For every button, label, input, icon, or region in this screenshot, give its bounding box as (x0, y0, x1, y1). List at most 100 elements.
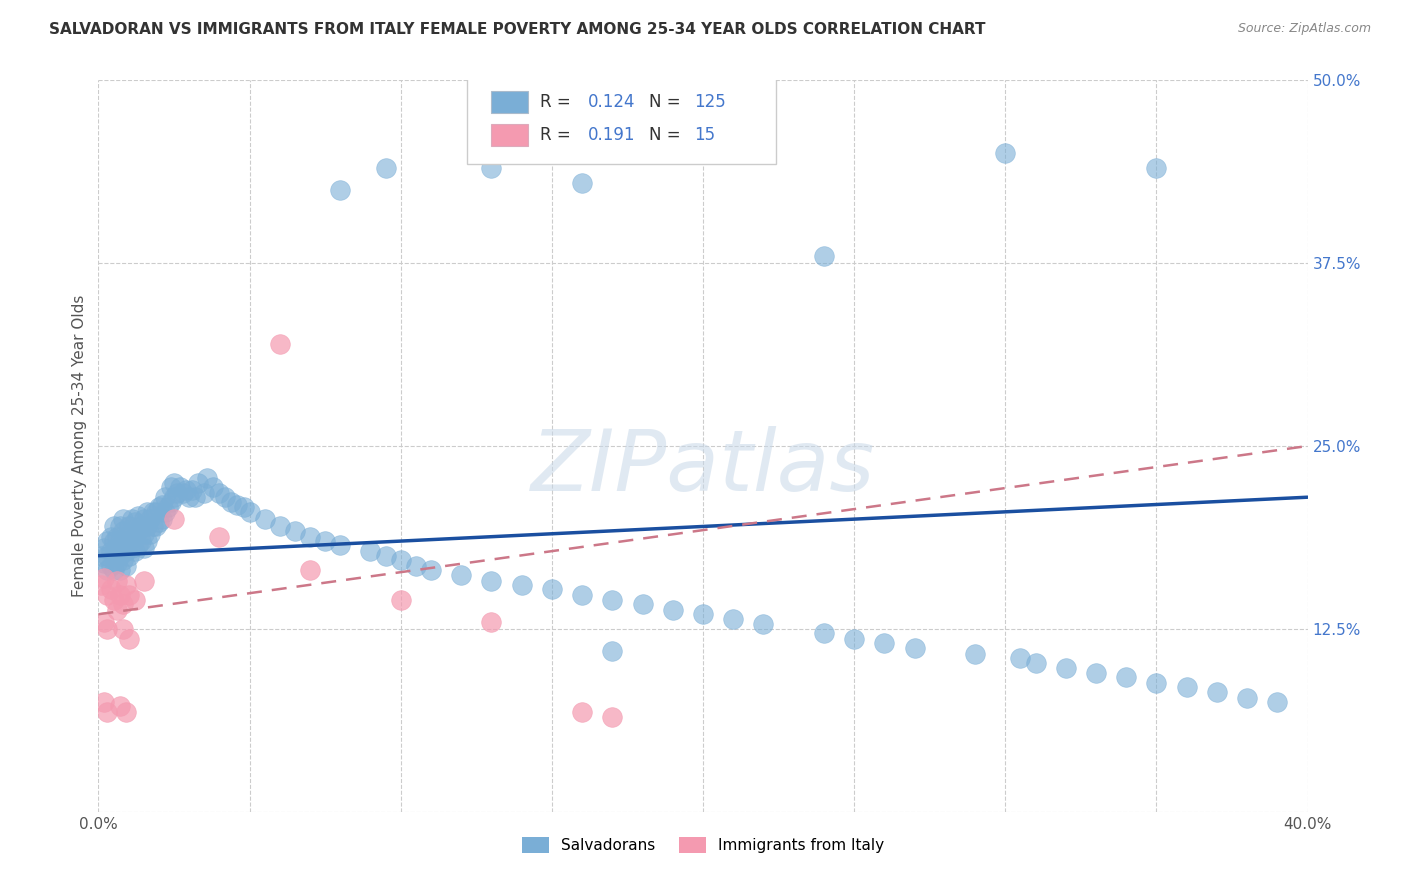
Point (752, 617, 775, 632)
Point (450, 567, 472, 582)
Point (100, 558, 122, 573)
Text: N =: N = (648, 94, 686, 112)
Point (481, 615, 503, 629)
Point (108, 519, 131, 533)
Point (103, 592, 125, 607)
Point (1085, 665, 1108, 680)
Text: SALVADORAN VS IMMIGRANTS FROM ITALY FEMALE POVERTY AMONG 25-34 YEAR OLDS CORRELA: SALVADORAN VS IMMIGRANTS FROM ITALY FEMA… (49, 22, 986, 37)
Point (602, 709, 624, 723)
Point (100, 530, 122, 544)
Point (163, 512, 186, 526)
Point (118, 632, 141, 646)
Text: Source: ZipAtlas.com: Source: ZipAtlas.com (1237, 22, 1371, 36)
Point (127, 539, 149, 553)
Point (314, 534, 336, 549)
Point (93, 541, 115, 556)
Point (692, 607, 714, 622)
Point (93, 556, 115, 570)
Point (1206, 685, 1229, 699)
Point (540, 582, 562, 597)
Point (602, 644, 624, 658)
Point (166, 485, 188, 500)
Point (208, 485, 231, 500)
Point (389, 592, 412, 607)
Point (150, 512, 173, 526)
Point (187, 475, 209, 490)
Point (124, 515, 146, 529)
Point (193, 485, 215, 500)
Point (184, 490, 207, 504)
Point (103, 519, 125, 533)
Point (105, 556, 128, 570)
Point (160, 494, 183, 508)
Point (156, 500, 179, 515)
Point (111, 539, 134, 553)
Point (994, 146, 1017, 161)
Point (269, 336, 291, 351)
Point (179, 490, 201, 504)
Point (132, 526, 155, 541)
Point (420, 563, 443, 577)
Point (139, 526, 162, 541)
Point (114, 558, 136, 573)
Text: N =: N = (648, 126, 686, 145)
Point (127, 524, 149, 538)
Point (374, 549, 396, 563)
Point (571, 705, 593, 719)
Point (510, 578, 533, 592)
Text: 15: 15 (695, 126, 716, 145)
Text: 0.191: 0.191 (588, 126, 636, 145)
Point (124, 530, 146, 544)
Text: ZIPatlas: ZIPatlas (531, 426, 875, 509)
Point (111, 597, 134, 611)
Point (299, 563, 322, 577)
Point (127, 509, 149, 524)
Point (661, 603, 683, 617)
Point (114, 544, 136, 558)
Point (160, 480, 183, 494)
Point (1024, 656, 1046, 670)
Point (100, 544, 122, 558)
Point (284, 524, 307, 538)
Point (214, 490, 236, 504)
Point (114, 705, 136, 719)
Point (142, 519, 165, 533)
Point (153, 490, 176, 504)
Point (114, 578, 136, 592)
Point (145, 505, 167, 519)
Point (389, 553, 412, 567)
Point (90, 578, 112, 592)
Point (1175, 681, 1198, 695)
Point (139, 512, 162, 526)
Point (481, 574, 503, 588)
Text: 125: 125 (695, 94, 727, 112)
Point (93, 571, 115, 585)
Point (1267, 695, 1289, 709)
Point (153, 505, 176, 519)
Point (813, 626, 835, 640)
Point (124, 544, 146, 558)
Point (163, 490, 186, 504)
Point (1010, 651, 1032, 665)
FancyBboxPatch shape (492, 124, 527, 146)
Point (145, 519, 167, 533)
Point (723, 612, 745, 626)
Point (571, 588, 593, 602)
Point (135, 505, 157, 519)
Point (121, 512, 143, 526)
Point (96, 705, 118, 719)
Point (118, 534, 141, 549)
Point (90, 549, 112, 563)
Point (108, 699, 131, 714)
Point (103, 563, 125, 577)
Point (253, 512, 276, 526)
Point (96, 588, 118, 602)
Legend: Salvadorans, Immigrants from Italy: Salvadorans, Immigrants from Italy (516, 830, 890, 859)
Point (602, 592, 624, 607)
Point (135, 519, 157, 533)
Point (181, 483, 204, 497)
Point (202, 480, 225, 494)
Point (150, 498, 173, 512)
Point (299, 530, 322, 544)
Point (813, 249, 835, 263)
